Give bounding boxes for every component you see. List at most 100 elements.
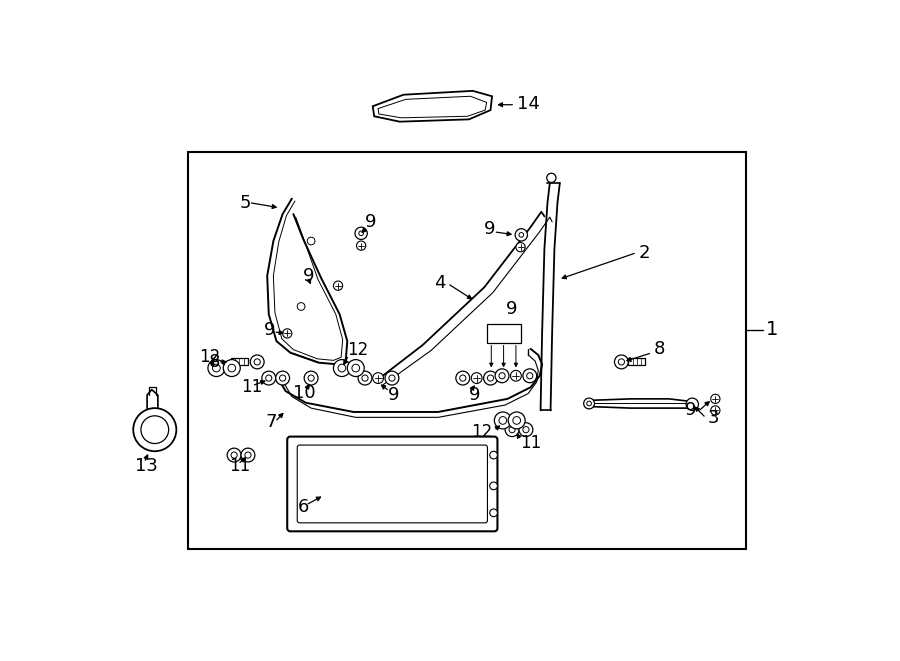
Circle shape bbox=[618, 359, 625, 365]
Circle shape bbox=[355, 227, 367, 239]
Circle shape bbox=[333, 281, 343, 290]
Text: 9: 9 bbox=[264, 321, 275, 338]
Circle shape bbox=[711, 406, 720, 415]
Text: 9: 9 bbox=[506, 300, 518, 318]
Circle shape bbox=[523, 369, 536, 383]
Circle shape bbox=[212, 364, 220, 372]
Circle shape bbox=[523, 426, 529, 433]
Text: 9: 9 bbox=[685, 401, 696, 420]
Circle shape bbox=[307, 237, 315, 245]
FancyBboxPatch shape bbox=[287, 437, 498, 531]
Circle shape bbox=[228, 364, 236, 372]
Circle shape bbox=[362, 375, 368, 381]
Circle shape bbox=[686, 398, 698, 410]
Text: 8: 8 bbox=[209, 353, 220, 371]
Polygon shape bbox=[373, 91, 492, 122]
Circle shape bbox=[385, 371, 399, 385]
Text: 11: 11 bbox=[229, 457, 250, 475]
Circle shape bbox=[456, 371, 470, 385]
Circle shape bbox=[513, 416, 520, 424]
Text: 11: 11 bbox=[241, 378, 262, 397]
Circle shape bbox=[615, 355, 628, 369]
Circle shape bbox=[460, 375, 466, 381]
Circle shape bbox=[519, 423, 533, 437]
Circle shape bbox=[359, 231, 364, 235]
Circle shape bbox=[490, 482, 498, 490]
Circle shape bbox=[283, 329, 292, 338]
Text: 10: 10 bbox=[293, 385, 316, 403]
Circle shape bbox=[241, 448, 255, 462]
Bar bbox=[231, 358, 248, 366]
Circle shape bbox=[515, 229, 527, 241]
Circle shape bbox=[352, 364, 360, 372]
Text: 7: 7 bbox=[266, 413, 277, 431]
Circle shape bbox=[304, 371, 318, 385]
Text: 12: 12 bbox=[347, 341, 368, 360]
Text: 9: 9 bbox=[365, 213, 376, 231]
Circle shape bbox=[231, 452, 238, 458]
Circle shape bbox=[275, 371, 290, 385]
Circle shape bbox=[516, 243, 526, 252]
Circle shape bbox=[509, 426, 515, 433]
Text: 9: 9 bbox=[302, 266, 314, 285]
Text: 11: 11 bbox=[520, 434, 542, 451]
Circle shape bbox=[356, 241, 365, 251]
Circle shape bbox=[347, 360, 365, 377]
Circle shape bbox=[584, 398, 595, 409]
Circle shape bbox=[254, 359, 260, 365]
Text: 3: 3 bbox=[707, 409, 719, 427]
Text: 6: 6 bbox=[298, 498, 310, 516]
Text: 8: 8 bbox=[653, 340, 665, 358]
Circle shape bbox=[587, 401, 591, 406]
Circle shape bbox=[245, 452, 251, 458]
Circle shape bbox=[494, 412, 511, 429]
Text: 9: 9 bbox=[388, 386, 400, 404]
Circle shape bbox=[490, 451, 498, 459]
Circle shape bbox=[488, 375, 493, 381]
Circle shape bbox=[208, 360, 225, 377]
Text: 12: 12 bbox=[471, 423, 492, 441]
Circle shape bbox=[266, 375, 272, 381]
Circle shape bbox=[490, 509, 498, 517]
Circle shape bbox=[505, 423, 519, 437]
Text: 12: 12 bbox=[200, 348, 220, 366]
Text: 5: 5 bbox=[239, 194, 251, 212]
Circle shape bbox=[227, 448, 241, 462]
Circle shape bbox=[308, 375, 314, 381]
Circle shape bbox=[338, 364, 346, 372]
Text: 4: 4 bbox=[435, 274, 446, 292]
Circle shape bbox=[133, 408, 176, 451]
Circle shape bbox=[141, 416, 168, 444]
Circle shape bbox=[519, 233, 524, 237]
Circle shape bbox=[373, 373, 383, 383]
Text: 13: 13 bbox=[135, 457, 158, 475]
Text: 1: 1 bbox=[765, 320, 778, 339]
Circle shape bbox=[262, 371, 275, 385]
Circle shape bbox=[280, 375, 285, 381]
Circle shape bbox=[546, 173, 556, 182]
Text: 14: 14 bbox=[517, 95, 540, 113]
Circle shape bbox=[499, 373, 505, 379]
Text: 9: 9 bbox=[469, 386, 481, 404]
Circle shape bbox=[223, 360, 240, 377]
Circle shape bbox=[358, 371, 372, 385]
Circle shape bbox=[250, 355, 264, 369]
Circle shape bbox=[483, 371, 498, 385]
Text: 2: 2 bbox=[638, 243, 650, 262]
Circle shape bbox=[510, 370, 521, 381]
Bar bbox=[188, 153, 746, 549]
Circle shape bbox=[711, 394, 720, 403]
Circle shape bbox=[508, 412, 526, 429]
Circle shape bbox=[526, 373, 533, 379]
Polygon shape bbox=[378, 97, 487, 118]
Circle shape bbox=[389, 375, 395, 381]
Text: 9: 9 bbox=[484, 221, 496, 239]
Bar bbox=[487, 324, 520, 342]
Circle shape bbox=[495, 369, 509, 383]
Circle shape bbox=[333, 360, 350, 377]
Circle shape bbox=[297, 303, 305, 310]
FancyBboxPatch shape bbox=[297, 445, 488, 523]
Circle shape bbox=[499, 416, 507, 424]
Bar bbox=[628, 358, 645, 366]
Circle shape bbox=[472, 373, 482, 383]
